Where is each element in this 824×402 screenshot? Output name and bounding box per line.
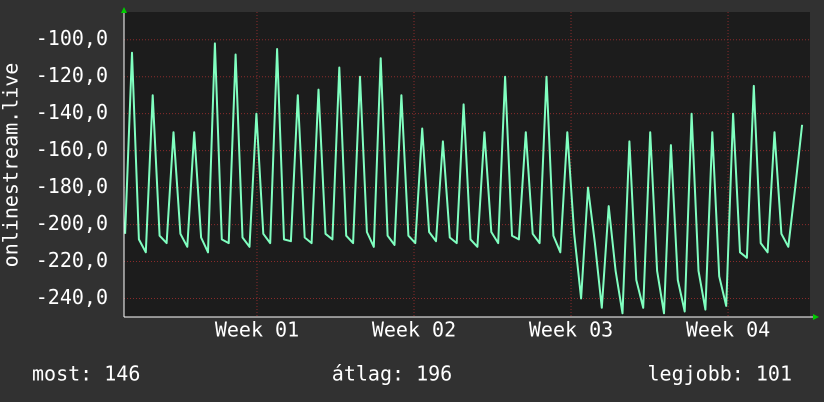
x-arrow (813, 314, 819, 320)
y-tick-label: -240,0 (36, 285, 108, 309)
y-tick-label: -180,0 (36, 174, 108, 198)
y-axis-label: onlinestream.live (0, 63, 23, 268)
y-tick-label: -100,0 (36, 26, 108, 50)
y-tick-label: -140,0 (36, 100, 108, 124)
y-tick-label: -160,0 (36, 137, 108, 161)
series-line (124, 42, 804, 315)
footer-current: most: 146 (32, 362, 140, 386)
x-tick-label: Week 02 (372, 318, 456, 342)
y-tick-label: -200,0 (36, 211, 108, 235)
x-tick-label: Week 03 (529, 318, 613, 342)
marks (124, 42, 804, 315)
footer-max: legjobb: 101 (648, 362, 793, 386)
x-tick-label: Week 04 (686, 318, 770, 342)
y-tick-label: -120,0 (36, 63, 108, 87)
y-arrow (121, 7, 127, 13)
y-tick-label: -220,0 (36, 248, 108, 272)
x-tick-label: Week 01 (215, 318, 299, 342)
footer-average: átlag: 196 (332, 362, 452, 386)
